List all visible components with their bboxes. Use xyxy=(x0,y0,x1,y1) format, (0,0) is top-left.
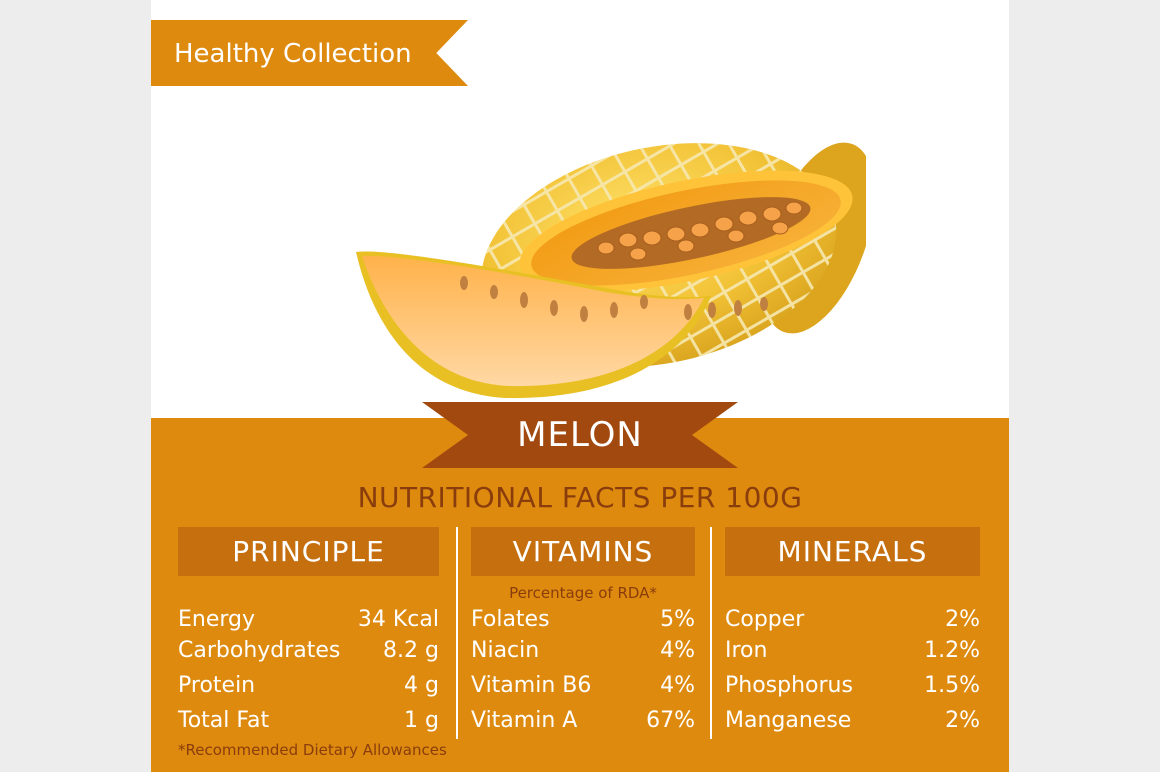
infographic-card: Healthy Collection xyxy=(151,0,1009,772)
item-value: 8.2 g xyxy=(383,638,439,663)
item-label: Iron xyxy=(725,638,768,663)
facts-title: NUTRITIONAL FACTS PER 100G xyxy=(357,481,803,514)
item-label: Total Fat xyxy=(178,708,270,733)
item-label: Vitamin A xyxy=(471,708,578,733)
item-label: Copper xyxy=(725,607,805,632)
product-banner: MELON xyxy=(422,402,738,468)
item-value: 4 g xyxy=(404,673,439,698)
item-value: 1.2% xyxy=(924,638,980,663)
banner-shape xyxy=(422,402,738,468)
item-label: Folates xyxy=(471,607,550,632)
item-label: Energy xyxy=(178,607,256,632)
product-name: MELON xyxy=(517,415,643,455)
melon-illustration xyxy=(356,142,866,399)
principle-heading: PRINCIPLE xyxy=(178,527,439,576)
item-label: Manganese xyxy=(725,708,852,733)
item-label: Vitamin B6 xyxy=(471,673,592,698)
list-item: Copper 2% xyxy=(725,606,980,634)
list-item: Energy 34 Kcal xyxy=(178,606,439,634)
rda-note: Percentage of RDA* xyxy=(509,584,657,602)
nutrition-panel xyxy=(151,418,1009,772)
item-value: 1.5% xyxy=(924,673,980,698)
item-value: 2% xyxy=(945,708,980,733)
list-item: Vitamin B6 4% xyxy=(471,672,695,700)
column-divider xyxy=(710,527,712,739)
column-divider xyxy=(456,527,458,739)
item-label: Niacin xyxy=(471,638,540,663)
vitamins-heading: VITAMINS xyxy=(471,527,695,576)
item-value: 4% xyxy=(660,673,695,698)
list-item: Carbohydrates 8.2 g xyxy=(178,637,439,665)
item-value: 1 g xyxy=(404,708,439,733)
list-item: Total Fat 1 g xyxy=(178,707,439,735)
item-value: 4% xyxy=(660,638,695,663)
item-value: 2% xyxy=(945,607,980,632)
list-item: Protein 4 g xyxy=(178,672,439,700)
list-item: Manganese 2% xyxy=(725,707,980,735)
item-value: 67% xyxy=(646,708,695,733)
list-item: Vitamin A 67% xyxy=(471,707,695,735)
item-value: 34 Kcal xyxy=(357,607,439,632)
minerals-heading: MINERALS xyxy=(725,527,980,576)
footnote: *Recommended Dietary Allowances xyxy=(178,741,447,759)
brand-ribbon: Healthy Collection xyxy=(151,20,468,86)
melon-slice xyxy=(356,251,768,399)
list-item: Iron 1.2% xyxy=(725,637,980,665)
item-label: Protein xyxy=(178,673,256,698)
item-label: Carbohydrates xyxy=(178,638,341,663)
item-value: 5% xyxy=(660,607,695,632)
list-item: Niacin 4% xyxy=(471,637,695,665)
list-item: Phosphorus 1.5% xyxy=(725,672,980,700)
brand-tag: Healthy Collection xyxy=(174,39,412,69)
list-item: Folates 5% xyxy=(471,606,695,634)
item-label: Phosphorus xyxy=(725,673,853,698)
